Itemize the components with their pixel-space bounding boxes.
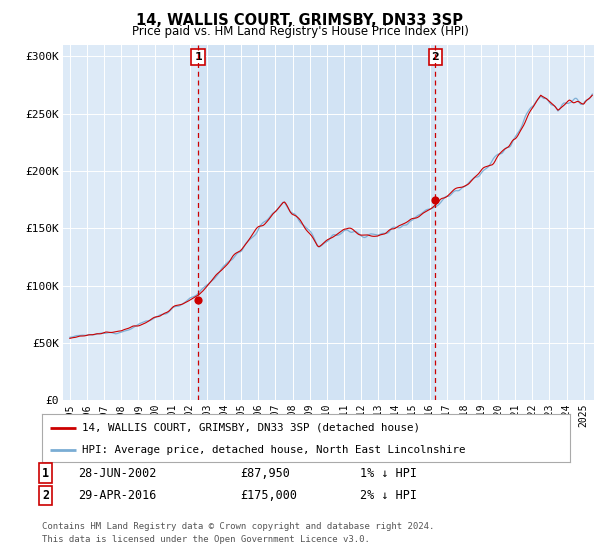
Text: 2: 2 (431, 52, 439, 62)
Text: £175,000: £175,000 (240, 489, 297, 502)
Text: 2% ↓ HPI: 2% ↓ HPI (360, 489, 417, 502)
Bar (198, 45, 435, 400)
Text: HPI: Average price, detached house, North East Lincolnshire: HPI: Average price, detached house, Nort… (82, 445, 465, 455)
Text: 28-JUN-2002: 28-JUN-2002 (78, 466, 157, 480)
Text: £87,950: £87,950 (240, 466, 290, 480)
Text: 2: 2 (42, 489, 49, 502)
Text: 14, WALLIS COURT, GRIMSBY, DN33 3SP: 14, WALLIS COURT, GRIMSBY, DN33 3SP (137, 13, 464, 28)
Text: Contains HM Land Registry data © Crown copyright and database right 2024.: Contains HM Land Registry data © Crown c… (42, 522, 434, 531)
Point (430, 195, 440, 204)
Text: 1: 1 (194, 52, 202, 62)
Point (193, 295, 203, 304)
Text: 14, WALLIS COURT, GRIMSBY, DN33 3SP (detached house): 14, WALLIS COURT, GRIMSBY, DN33 3SP (det… (82, 423, 419, 433)
Text: 1: 1 (42, 466, 49, 480)
Text: This data is licensed under the Open Government Licence v3.0.: This data is licensed under the Open Gov… (42, 535, 370, 544)
Text: 29-APR-2016: 29-APR-2016 (78, 489, 157, 502)
Text: Price paid vs. HM Land Registry's House Price Index (HPI): Price paid vs. HM Land Registry's House … (131, 25, 469, 38)
Text: 1% ↓ HPI: 1% ↓ HPI (360, 466, 417, 480)
